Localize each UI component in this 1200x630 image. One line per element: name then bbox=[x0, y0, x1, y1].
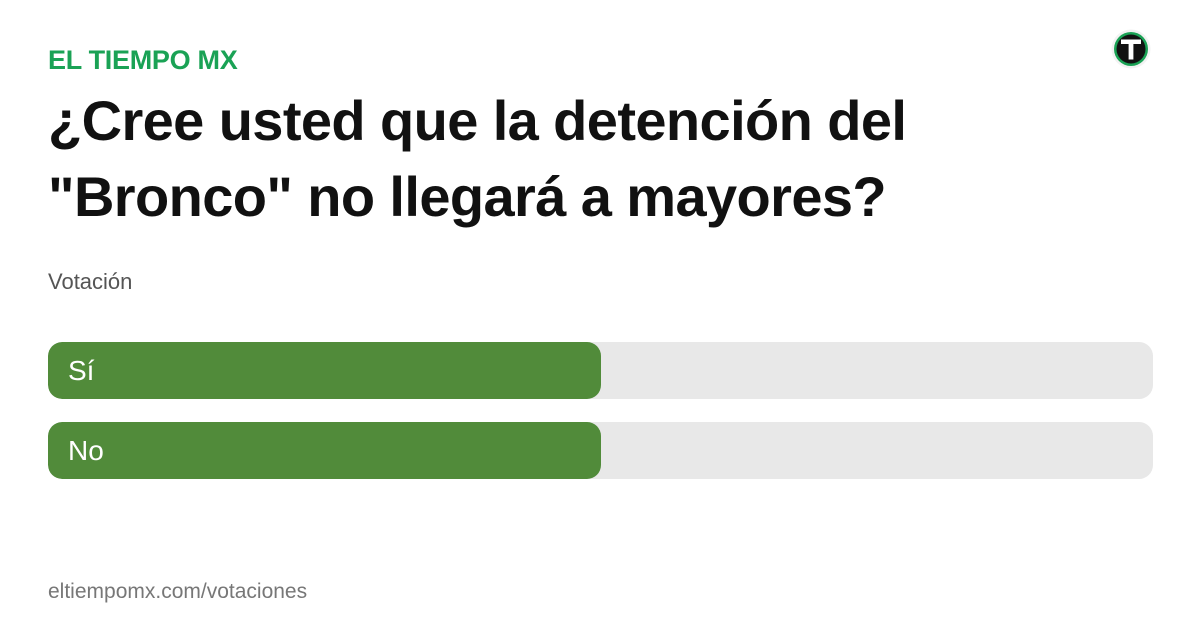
poll-subtitle: Votación bbox=[48, 269, 133, 294]
footer-url[interactable]: eltiempomx.com/votaciones bbox=[48, 580, 308, 603]
poll-option-si[interactable]: Sí bbox=[48, 342, 1153, 399]
poll-option-bar bbox=[48, 342, 601, 399]
poll-option-label: No bbox=[68, 435, 104, 466]
poll-option-bar bbox=[48, 422, 601, 479]
poll-option-no[interactable]: No bbox=[48, 422, 1153, 479]
el-tiempo-logo-icon bbox=[1111, 29, 1151, 69]
poll-option-label: Sí bbox=[68, 355, 95, 386]
poll-question: ¿Cree usted que la detención del "Bronco… bbox=[48, 89, 907, 228]
brand-name: EL TIEMPO MX bbox=[48, 45, 238, 75]
